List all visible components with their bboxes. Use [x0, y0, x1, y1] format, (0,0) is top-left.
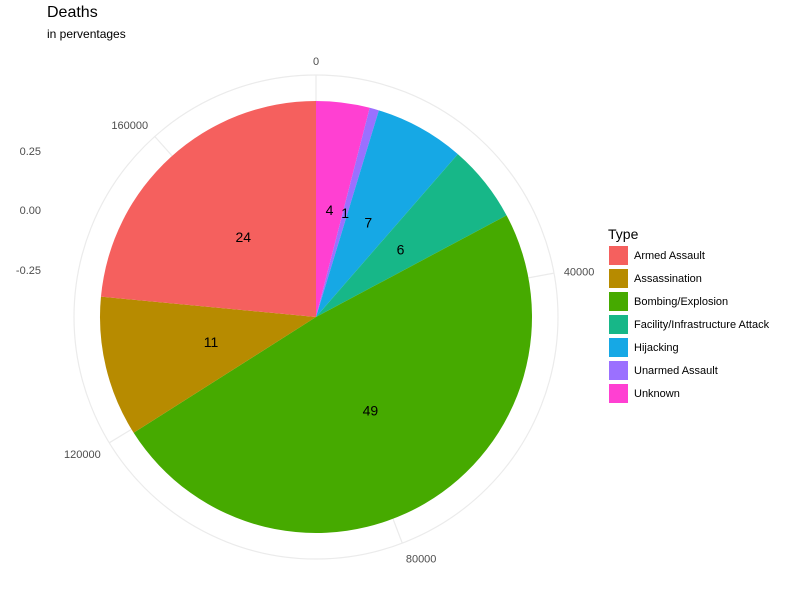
legend-item-hijacking: Hijacking — [608, 336, 769, 359]
legend-item-assassination: Assassination — [608, 267, 769, 290]
legend-swatch — [608, 314, 629, 335]
y-tick-label: 0.25 — [20, 146, 41, 158]
slice-label-armed-assault: 24 — [236, 229, 252, 245]
legend: Type Armed Assault Assassination Bombing/E… — [608, 226, 769, 405]
legend-swatch — [608, 337, 629, 358]
legend-items: Armed Assault Assassination Bombing/Explos… — [608, 244, 769, 405]
angle-tick-label: 40000 — [564, 266, 595, 278]
legend-label: Unarmed Assault — [634, 364, 718, 377]
chart-title: Deaths — [47, 4, 98, 21]
slice-unknown — [316, 101, 370, 317]
legend-label: Assassination — [634, 272, 702, 285]
legend-item-armed-assault: Armed Assault — [608, 244, 769, 267]
legend-label: Armed Assault — [634, 249, 705, 262]
legend-item-unarmed-assault: Unarmed Assault — [608, 359, 769, 382]
slice-assassination — [100, 296, 317, 433]
slice-label-bombing-explosion: 49 — [363, 402, 379, 418]
legend-item-bombing-explosion: Bombing/Explosion — [608, 290, 769, 313]
y-tick-label: 0.00 — [20, 205, 41, 217]
legend-swatch — [608, 360, 629, 381]
legend-item-facility-infrastructure-attack: Facility/Infrastructure Attack — [608, 313, 769, 336]
slice-armed-assault — [100, 101, 316, 317]
slice-label-assassination: 11 — [204, 334, 219, 350]
legend-swatch — [608, 383, 629, 404]
legend-swatch — [608, 268, 629, 289]
legend-swatch — [608, 245, 629, 266]
slice-label-unarmed-assault: 1 — [341, 205, 349, 221]
chart-subtitle: in perventages — [47, 27, 126, 41]
angle-tick-label: 160000 — [111, 120, 148, 132]
slice-hijacking — [316, 110, 458, 318]
slice-label-hijacking: 7 — [364, 215, 372, 231]
legend-label: Bombing/Explosion — [634, 295, 729, 308]
legend-title: Type — [608, 226, 639, 242]
angle-tick-label: 80000 — [406, 553, 437, 565]
legend-label: Unknown — [634, 387, 680, 400]
slice-unarmed-assault — [316, 107, 379, 317]
slice-bombing-explosion — [133, 215, 533, 534]
legend-label: Hijacking — [634, 341, 679, 354]
angle-tick-label: 0 — [313, 56, 319, 68]
legend-swatch — [608, 291, 629, 312]
slice-label-unknown: 4 — [326, 202, 334, 218]
legend-label: Facility/Infrastructure Attack — [634, 318, 770, 331]
legend-item-unknown: Unknown — [608, 382, 769, 405]
angle-tick-label: 120000 — [64, 449, 101, 461]
slice-facility-infrastructure-attack — [316, 154, 507, 317]
y-tick-label: -0.25 — [16, 265, 41, 277]
slice-label-facility-infrastructure-attack: 6 — [397, 242, 405, 258]
